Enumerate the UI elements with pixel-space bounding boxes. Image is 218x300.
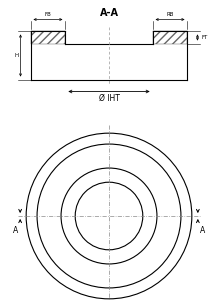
Text: H: H [14, 53, 19, 58]
Text: FT: FT [201, 35, 208, 40]
Text: FB: FB [45, 13, 51, 17]
Text: Ø IHT: Ø IHT [99, 94, 119, 103]
Text: A-A: A-A [99, 8, 119, 18]
Text: A: A [12, 226, 18, 235]
Text: A: A [200, 226, 206, 235]
Text: RB: RB [166, 13, 174, 17]
